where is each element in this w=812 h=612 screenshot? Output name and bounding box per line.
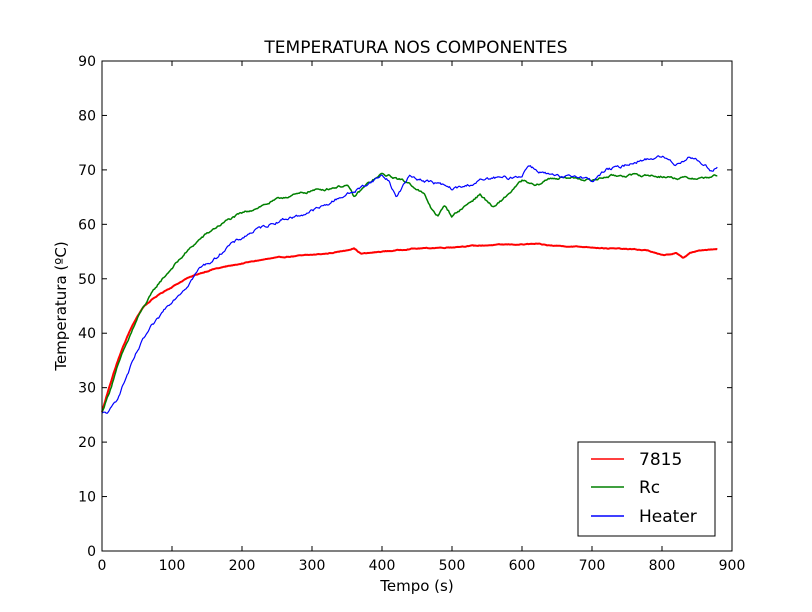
y-tick-label: 50 <box>78 272 96 288</box>
chart-title: TEMPERATURA NOS COMPONENTES <box>263 38 567 58</box>
y-tick-label: 10 <box>78 490 96 506</box>
legend-label-7815: 7815 <box>639 450 682 470</box>
x-tick-label: 600 <box>509 558 536 574</box>
x-tick-label: 200 <box>229 558 256 574</box>
legend-label-heater: Heater <box>639 507 697 527</box>
legend-label-rc: Rc <box>639 478 660 498</box>
legend-box <box>577 441 716 537</box>
y-tick-label: 90 <box>78 54 96 70</box>
y-axis-label: Temperatura (ºC) <box>52 241 70 371</box>
y-tick-label: 80 <box>78 108 96 124</box>
series-line-7815 <box>101 242 718 413</box>
y-tick-label: 0 <box>87 544 96 560</box>
x-tick-label: 300 <box>299 558 326 574</box>
x-axis-label: Tempo (s) <box>379 577 453 595</box>
axis-ticks: 0 100 200 300 400 500 600 700 800 900 0 10 20 30 40 50 6… <box>78 54 745 574</box>
x-tick-label: 800 <box>649 558 676 574</box>
x-tick-label: 700 <box>579 558 606 574</box>
x-tick-label: 0 <box>98 558 107 574</box>
x-tick-label: 900 <box>719 558 746 574</box>
legend: 7815 Rc Heater <box>577 441 716 537</box>
y-tick-label: 40 <box>78 326 96 342</box>
y-tick-label: 70 <box>78 163 96 179</box>
y-tick-label: 20 <box>78 435 96 451</box>
plot-frame <box>101 60 733 552</box>
x-tick-label: 100 <box>159 558 186 574</box>
series-layer <box>101 155 718 414</box>
series-line-heater <box>101 155 718 414</box>
y-tick-label: 60 <box>78 217 96 233</box>
x-tick-label: 400 <box>369 558 396 574</box>
x-tick-label: 500 <box>439 558 466 574</box>
series-line-rc <box>101 172 718 413</box>
y-tick-label: 30 <box>78 381 96 397</box>
